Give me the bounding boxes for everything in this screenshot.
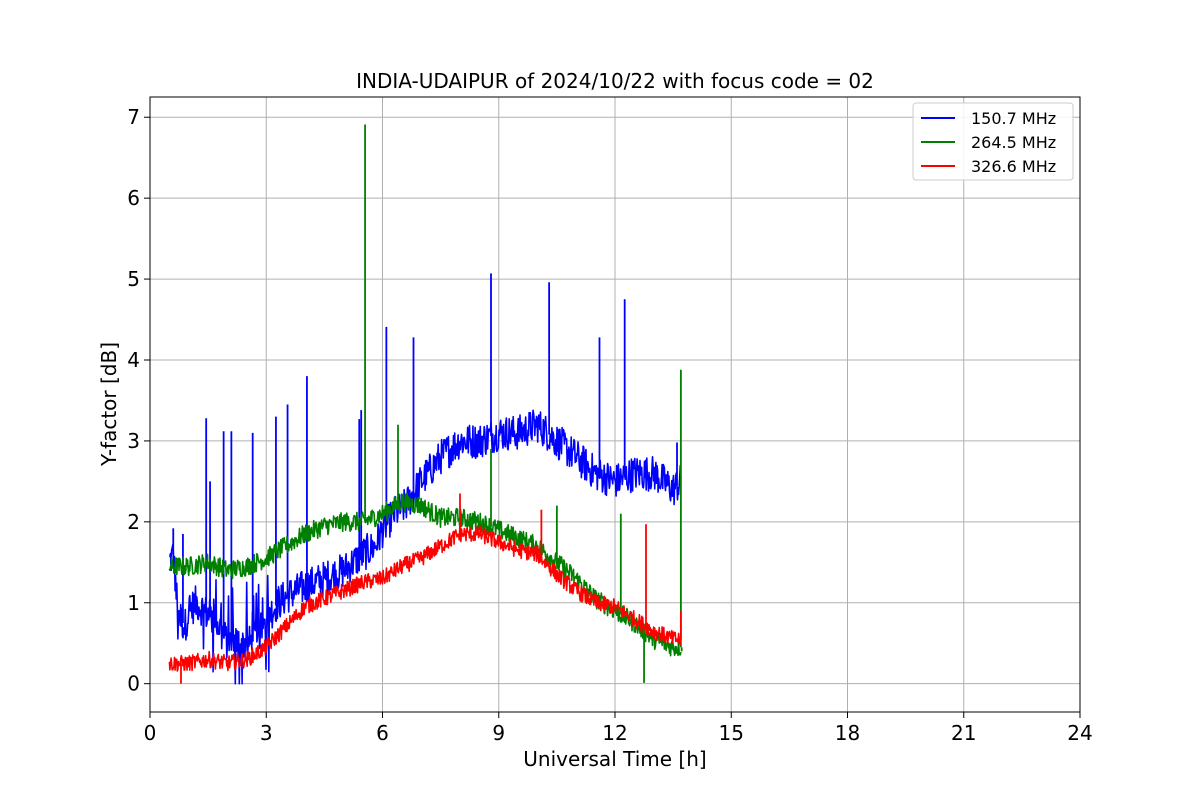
y-tick-label: 2 (127, 510, 140, 534)
series-line (168, 525, 682, 672)
y-tick-label: 4 (127, 348, 140, 372)
x-tick-label: 24 (1067, 721, 1092, 745)
x-tick-label: 12 (602, 721, 627, 745)
x-tick-label: 3 (260, 721, 273, 745)
x-tick-label: 15 (719, 721, 744, 745)
y-tick-label: 6 (127, 186, 140, 210)
x-tick-label: 0 (144, 721, 157, 745)
legend-label: 150.7 MHz (971, 109, 1056, 128)
y-tick-label: 3 (127, 429, 140, 453)
y-tick-label: 7 (127, 105, 140, 129)
y-tick-label: 0 (127, 672, 140, 696)
x-tick-label: 18 (835, 721, 860, 745)
x-axis-label: Universal Time [h] (523, 747, 706, 771)
series-line (168, 492, 682, 657)
series-line (168, 409, 682, 685)
y-tick-label: 5 (127, 267, 140, 291)
legend-label: 264.5 MHz (971, 133, 1056, 152)
x-tick-label: 9 (492, 721, 505, 745)
series-150-7-mhz (168, 273, 682, 685)
series-264-5-mhz (168, 124, 683, 683)
y-axis-label: Y-factor [dB] (97, 342, 121, 467)
x-tick-label: 21 (951, 721, 976, 745)
chart-title: INDIA-UDAIPUR of 2024/10/22 with focus c… (356, 69, 874, 93)
legend-box (912, 102, 1074, 181)
y-tick-label: 1 (127, 591, 140, 615)
x-tick-label: 6 (376, 721, 389, 745)
legend-label: 326.6 MHz (971, 157, 1056, 176)
legend: 150.7 MHz 264.5 MHz 326.6 MHz (912, 102, 1074, 181)
series-326-6-mhz (168, 493, 682, 684)
